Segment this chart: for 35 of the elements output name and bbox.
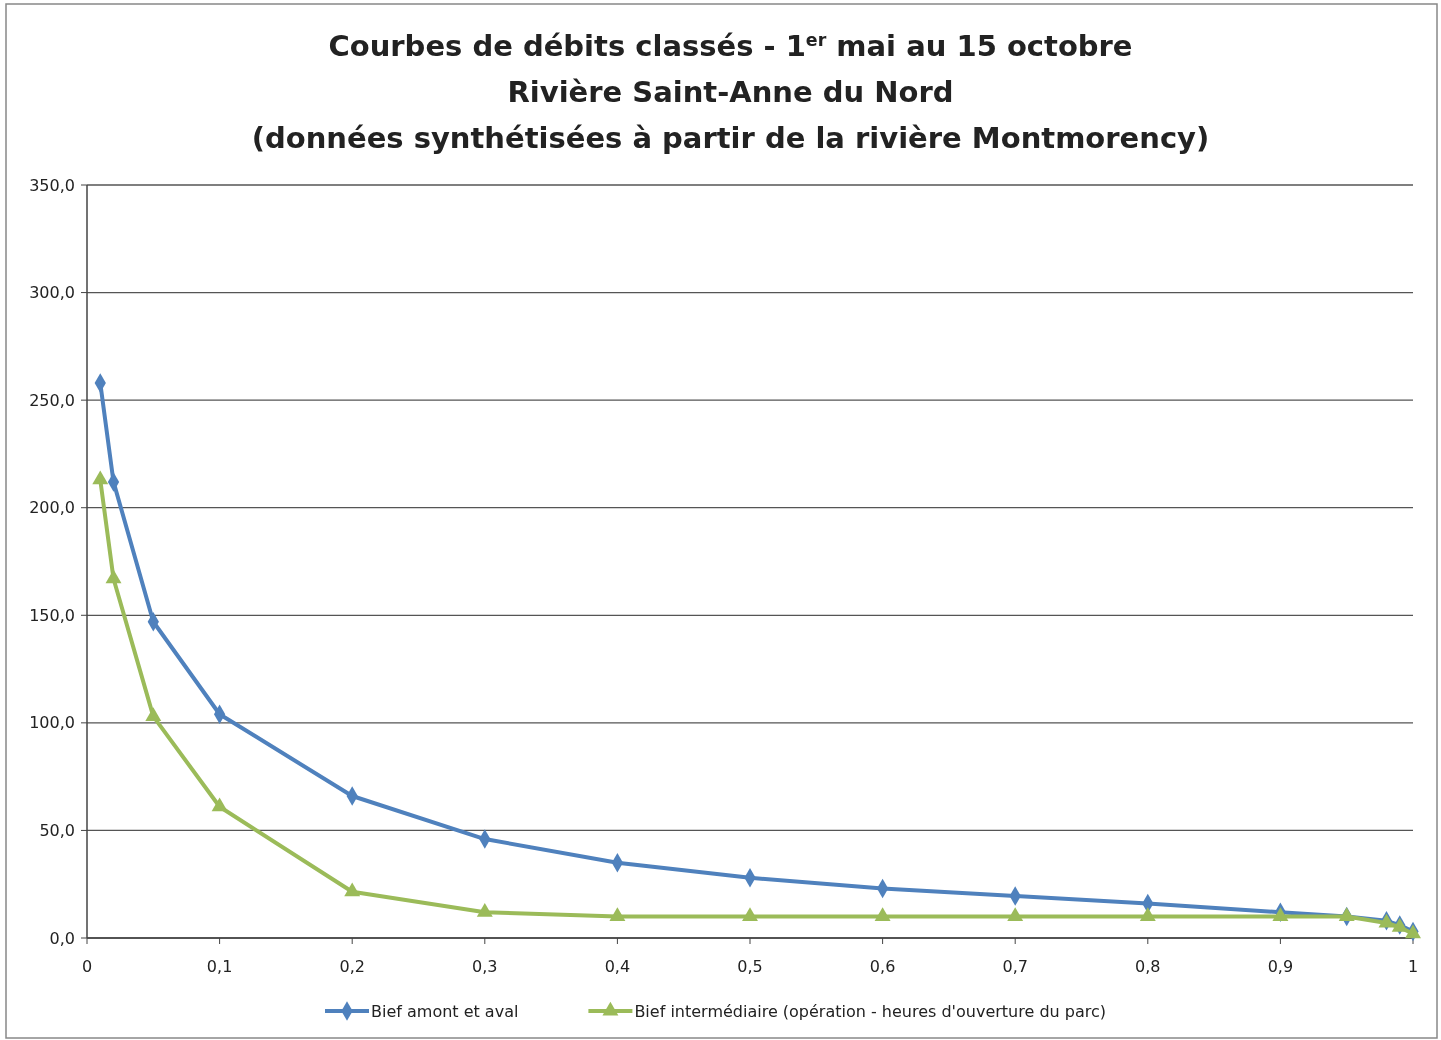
x-tick-label: 0,2 bbox=[339, 957, 365, 976]
point bbox=[145, 707, 162, 721]
y-tick-label: 250,0 bbox=[29, 390, 75, 410]
point bbox=[1007, 907, 1024, 922]
y-tick-label: 0,0 bbox=[49, 928, 75, 948]
point bbox=[609, 907, 626, 922]
y-tick-label: 50,0 bbox=[39, 821, 75, 841]
y-tick-label: 300,0 bbox=[29, 283, 75, 303]
y-tick-label: 150,0 bbox=[29, 605, 75, 625]
x-tick-label: 0,8 bbox=[1135, 957, 1161, 976]
legend-label: Bief amont et aval bbox=[371, 1001, 519, 1021]
point bbox=[211, 797, 228, 812]
point bbox=[476, 902, 493, 917]
x-tick-label: 0,4 bbox=[604, 957, 631, 976]
x-tick-label: 0,5 bbox=[737, 957, 763, 976]
x-tick-label: 0,6 bbox=[869, 957, 896, 976]
y-tick-label: 350,0 bbox=[29, 175, 75, 195]
x-tick-label: 0,3 bbox=[472, 957, 498, 976]
point bbox=[1272, 907, 1289, 922]
x-tick-label: 0 bbox=[81, 957, 93, 976]
point bbox=[742, 907, 758, 922]
point bbox=[1338, 907, 1355, 922]
point bbox=[92, 470, 109, 485]
y-tick-label: 100,0 bbox=[29, 713, 75, 733]
y-tick-label: 200,0 bbox=[29, 498, 75, 518]
point bbox=[874, 907, 891, 922]
chart-title: Courbes de débits classés - 1$^{er}$ mai au 15 octobre Rivière Saint-Anne du Nord (données synthétisées à partir de la rivière Montmorency) bbox=[251, 29, 1210, 155]
legend-label: Bief intermédiaire (opération - heures d'ouverture du parc) bbox=[634, 1001, 1107, 1021]
point bbox=[1139, 907, 1156, 922]
x-tick-label: 1 bbox=[1407, 957, 1419, 976]
point bbox=[105, 569, 122, 584]
point bbox=[344, 882, 361, 897]
x-tick-label: 0,7 bbox=[1002, 957, 1028, 976]
x-tick-label: 0,9 bbox=[1267, 957, 1294, 976]
x-tick-label: 0,1 bbox=[206, 957, 233, 976]
